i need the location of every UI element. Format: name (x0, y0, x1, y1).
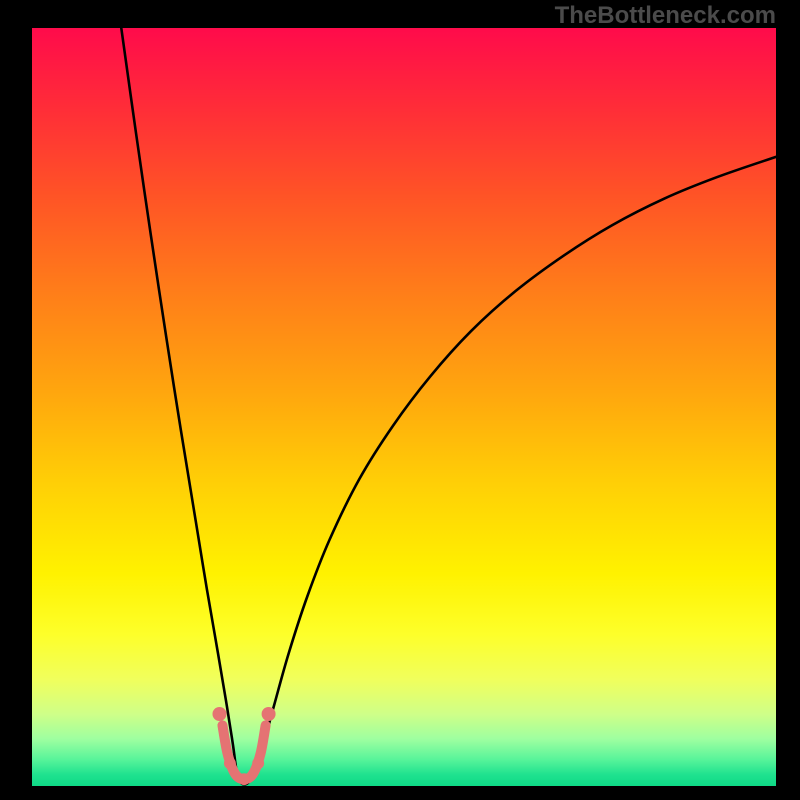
watermark-text: TheBottleneck.com (555, 2, 776, 30)
bottleneck-curve-chart (32, 28, 776, 786)
chart-stage: TheBottleneck.com (0, 0, 800, 800)
plot-area (32, 28, 776, 786)
